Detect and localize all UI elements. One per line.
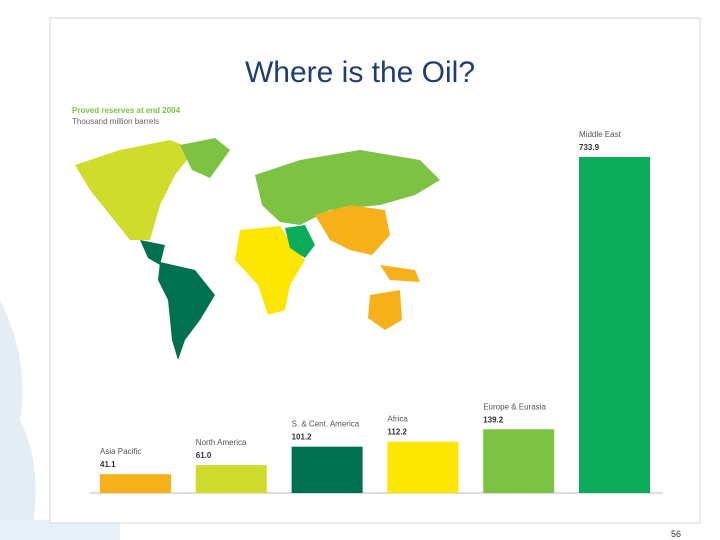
category-label: Asia Pacific — [100, 447, 141, 456]
slide-title: Where is the Oil? — [245, 56, 475, 89]
category-label: Africa — [387, 415, 408, 424]
category-label: Europe & Eurasia — [483, 402, 546, 411]
value-label: 101.2 — [292, 433, 313, 442]
value-label: 41.1 — [100, 460, 116, 469]
chart-title: Proved reserves at end 2004 — [72, 106, 181, 115]
bar — [387, 441, 459, 493]
bar — [195, 465, 267, 493]
value-label: 112.2 — [387, 428, 407, 437]
value-label: 61.0 — [196, 451, 212, 460]
category-label: S. & Cent. America — [292, 420, 360, 429]
category-label: North America — [196, 438, 247, 447]
world-map — [75, 138, 440, 360]
page-number: 56 — [671, 529, 681, 539]
bar — [579, 157, 650, 493]
bar — [291, 446, 363, 493]
category-label: Middle East — [579, 130, 622, 139]
chart-subtitle: Thousand million barrels — [72, 117, 159, 126]
value-label: 733.9 — [579, 143, 600, 152]
bar — [483, 429, 555, 493]
value-label: 139.2 — [483, 415, 504, 424]
bar — [100, 474, 171, 493]
